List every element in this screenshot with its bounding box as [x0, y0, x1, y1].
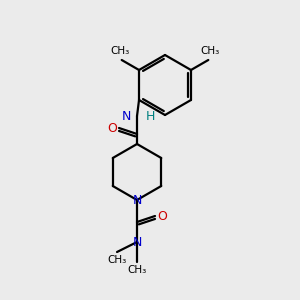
Text: N: N: [132, 236, 142, 248]
Text: CH₃: CH₃: [110, 46, 129, 56]
Text: CH₃: CH₃: [128, 265, 147, 275]
Text: H: H: [146, 110, 155, 122]
Text: O: O: [107, 122, 117, 134]
Text: N: N: [122, 110, 131, 122]
Text: CH₃: CH₃: [107, 255, 127, 265]
Text: N: N: [132, 194, 142, 206]
Text: CH₃: CH₃: [201, 46, 220, 56]
Text: O: O: [157, 209, 167, 223]
